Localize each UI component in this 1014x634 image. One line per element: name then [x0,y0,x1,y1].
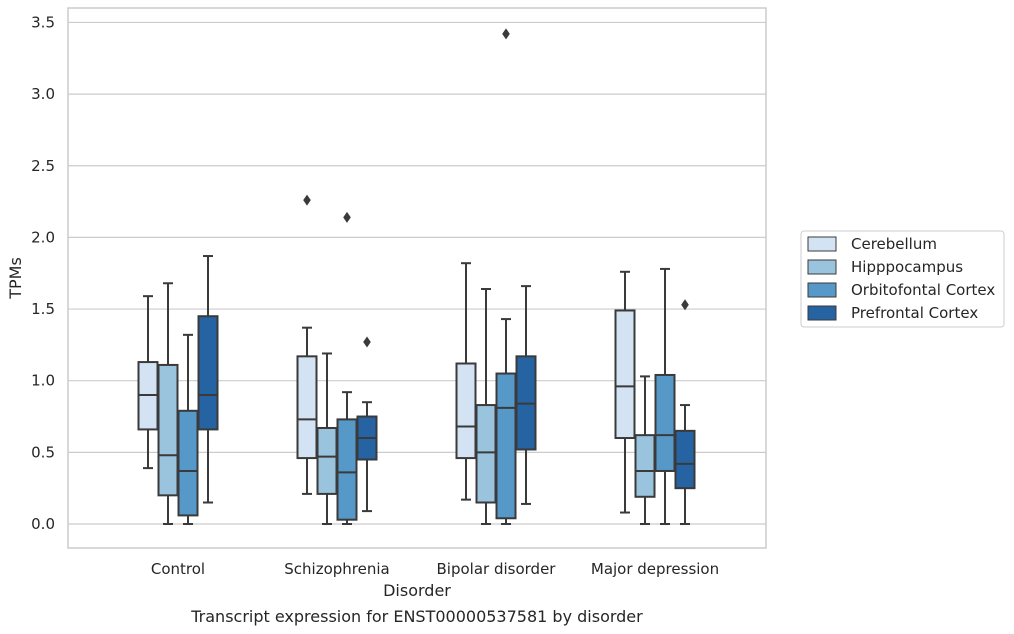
legend: Cerebellum Hipppocampus Orbitofontal Corte… [800,230,1005,328]
box [356,336,378,513]
box [515,285,537,505]
y-tick-label: 0.5 [31,443,55,461]
box-body [674,429,696,490]
box [197,255,219,504]
outlier-point [363,336,371,348]
x-tick-label: Bipolar disorder [437,560,557,578]
grid-lines [68,21,766,525]
box [336,211,358,525]
legend-frame [800,230,1005,328]
y-tick-label: 2.0 [31,228,55,246]
box-body [296,355,318,460]
y-axis-label: TPMs [6,257,25,300]
box-body [336,418,358,521]
legend-label: Orbitofontal Cortex [851,281,995,299]
legend-swatch [807,282,837,298]
box-body [455,362,477,460]
legend-swatch [807,305,837,321]
box-body [157,363,179,497]
x-tick-label: Control [151,560,205,578]
box-body [634,434,656,498]
y-tick-labels: 0.0 0.5 1.0 1.5 2.0 2.5 3.0 3.5 [31,13,55,533]
box [654,267,676,525]
plot-frame [67,7,767,549]
box [614,270,636,514]
box-series [137,28,696,525]
y-tick-label: 1.0 [31,372,55,390]
legend-swatch [807,236,837,252]
y-tick-label: 0.0 [31,515,55,533]
outlier-point [681,299,689,311]
box-body [654,373,676,472]
outlier-point [303,194,311,206]
box-body [316,426,338,495]
box-body [495,372,517,520]
y-tick-label: 1.5 [31,300,55,318]
chart-caption: Transcript expression for ENST0000053758… [190,607,643,626]
x-tick-label: Major depression [591,560,719,578]
box [296,194,318,495]
legend-label: Cerebellum [851,235,937,253]
x-axis-label: Disorder [383,581,451,600]
box-body [614,309,636,440]
y-tick-label: 2.5 [31,157,55,175]
y-tick-label: 3.5 [31,13,55,31]
legend-label: Prefrontal Cortex [851,304,978,322]
box-body [475,404,497,504]
box [177,333,199,525]
legend-swatch [807,259,837,275]
x-tick-label: Schizophrenia [284,560,389,578]
box-body [197,315,219,431]
box [674,299,696,525]
box-body [177,409,199,517]
y-tick-label: 3.0 [31,85,55,103]
x-tick-labels: Control Schizophrenia Bipolar disorder Majo… [151,560,719,578]
box [455,262,477,501]
legend-label: Hipppocampus [851,258,963,276]
outlier-point [343,211,351,223]
outlier-point [502,28,510,40]
